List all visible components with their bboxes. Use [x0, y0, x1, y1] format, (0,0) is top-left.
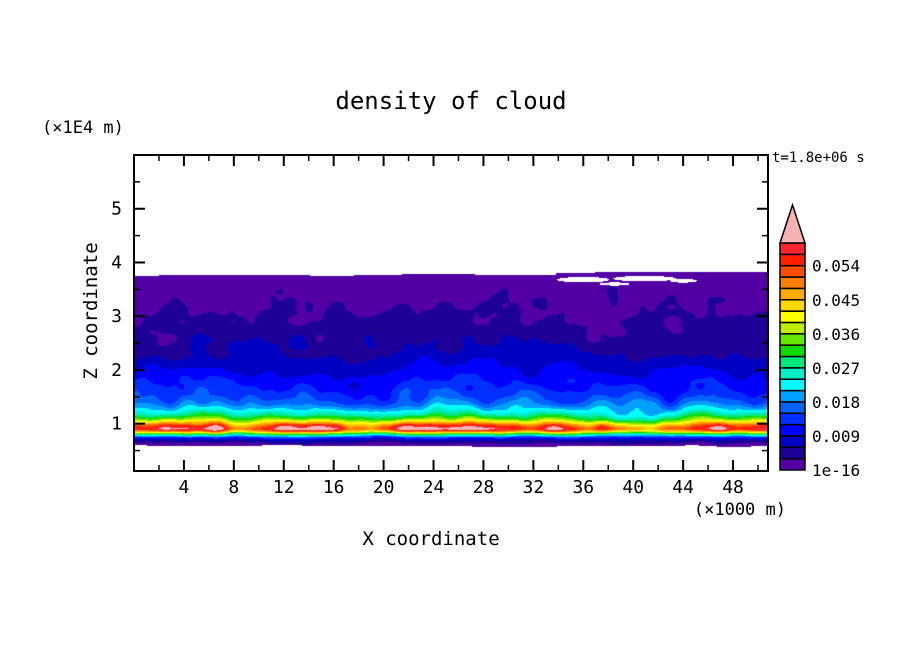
time-label: t=1.8e+06 s [772, 150, 865, 166]
x-axis-title: X coordinate [362, 528, 500, 550]
colorbar-segment [779, 355, 806, 369]
x-tick-label: 16 [323, 477, 345, 498]
colorbar-segment [779, 389, 806, 403]
x-tick-label: 32 [523, 477, 545, 498]
colorbar-segment [779, 299, 806, 312]
colorbar-segment [779, 242, 806, 256]
x-tick-label: 28 [473, 477, 495, 498]
z-tick-label: 3 [111, 306, 122, 327]
colorbar-segment [779, 321, 806, 335]
colorbar-segment [779, 423, 806, 437]
colorbar-tick-label: 0.036 [812, 325, 860, 344]
colorbar-segment [779, 344, 806, 358]
z-axis-unit-label: (×1E4 m) [42, 118, 124, 138]
x-axis-unit-label: (×1000 m) [693, 500, 786, 520]
colorbar-tick-label: 1e-16 [812, 461, 860, 480]
colorbar-segment [779, 276, 806, 290]
colorbar-tick-label: 0.009 [812, 427, 860, 446]
colorbar-segment [779, 264, 806, 278]
colorbar-segment [779, 333, 806, 346]
colorbar-segment [779, 378, 806, 392]
density-field-canvas [134, 155, 768, 471]
colorbar-segment [779, 412, 806, 426]
colorbar-overflow-arrow [778, 202, 807, 244]
z-tick-label: 4 [111, 252, 122, 273]
colorbar-tick-label: 0.045 [812, 291, 860, 310]
z-tick-label: 1 [111, 414, 122, 435]
z-tick-label: 2 [111, 360, 122, 381]
z-axis-title: Z coordinate [80, 242, 102, 380]
x-tick-label: 8 [228, 477, 239, 498]
colorbar-segment [779, 435, 806, 449]
colorbar-segment [779, 287, 806, 301]
colorbar-segment [779, 401, 806, 414]
colorbar-tick-label: 0.027 [812, 359, 860, 378]
chart-title: density of cloud [335, 87, 567, 115]
colorbar-segment [779, 253, 806, 267]
x-tick-label: 44 [672, 477, 694, 498]
colorbar-tick-label: 0.018 [812, 393, 860, 412]
x-tick-label: 12 [273, 477, 295, 498]
x-tick-label: 24 [423, 477, 445, 498]
x-tick-label: 20 [373, 477, 395, 498]
x-tick-label: 4 [178, 477, 189, 498]
x-tick-label: 36 [572, 477, 594, 498]
colorbar-tick-label: 0.054 [812, 257, 860, 276]
colorbar-segment [779, 446, 806, 460]
colorbar-segment [779, 457, 806, 471]
z-tick-label: 5 [111, 199, 122, 220]
colorbar-segment [779, 310, 806, 324]
colorbar-segment [779, 367, 806, 380]
x-tick-label: 48 [722, 477, 744, 498]
x-tick-label: 40 [622, 477, 644, 498]
